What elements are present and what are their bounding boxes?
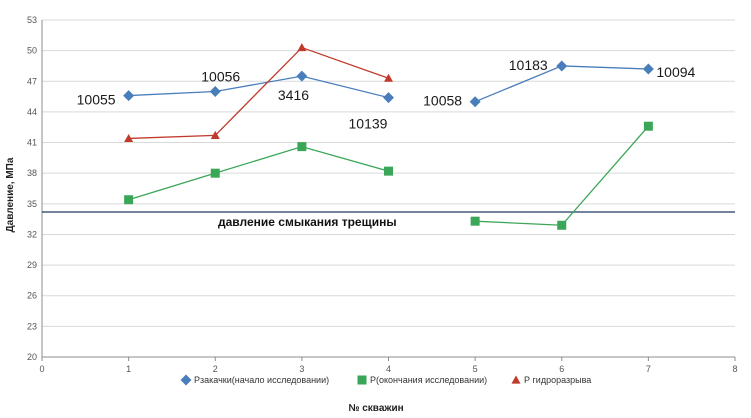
- y-tick-label: 38: [27, 168, 37, 178]
- x-tick-label: 2: [213, 364, 218, 374]
- data-point: [210, 168, 220, 178]
- data-point: [383, 92, 394, 104]
- y-tick-label: 26: [27, 291, 37, 301]
- y-tick-label: 35: [27, 199, 37, 209]
- series-line: [128, 75, 389, 99]
- x-axis-title: № скважин: [348, 403, 403, 414]
- y-tick-label: 41: [27, 138, 37, 148]
- legend: Рзакачки(начало исследовании) Р(окончания…: [180, 374, 591, 386]
- series-1: [124, 121, 653, 230]
- point-labels: 10055 10056 3416 10139 10058 10183 10094: [77, 57, 696, 132]
- y-tick-label: 32: [27, 229, 37, 239]
- data-point: [210, 130, 220, 139]
- legend-entry: Р гидроразрыва: [524, 375, 591, 385]
- series-group: [123, 43, 654, 230]
- data-point: [556, 60, 568, 72]
- data-point: [297, 43, 307, 52]
- y-tick-label: 44: [27, 107, 37, 117]
- point-label: 3416: [278, 87, 309, 103]
- x-tick-label: 3: [299, 364, 304, 374]
- data-point: [557, 220, 567, 230]
- legend-marker: [180, 374, 192, 386]
- point-label: 10058: [423, 93, 462, 109]
- y-tick-label: 29: [27, 260, 37, 270]
- data-point: [124, 133, 134, 143]
- data-point: [384, 73, 393, 82]
- y-tick-label: 20: [27, 352, 37, 362]
- y-axis-title: Давление, МПа: [5, 157, 16, 232]
- x-tick-label: 8: [732, 364, 737, 374]
- x-tick-label: 6: [559, 364, 564, 374]
- data-point: [123, 90, 135, 102]
- point-label: 10183: [509, 57, 548, 73]
- legend-entry: Р(окончания исследовании): [370, 375, 487, 385]
- fracture-closure-pressure-line: давление смыкания трещины: [42, 211, 735, 229]
- data-point: [296, 70, 308, 82]
- data-point: [124, 195, 134, 205]
- reference-line-label: давление смыкания трещины: [218, 215, 397, 229]
- data-point: [643, 121, 653, 131]
- point-label: 10056: [201, 68, 240, 84]
- y-tick-label: 23: [27, 321, 37, 331]
- point-label: 10055: [77, 92, 116, 108]
- series-line: [475, 125, 649, 226]
- data-point: [297, 142, 307, 152]
- legend-entry: Рзакачки(начало исследовании): [194, 375, 329, 385]
- x-tick-label: 7: [646, 364, 651, 374]
- x-tick-label: 4: [386, 364, 391, 374]
- y-tick-label: 53: [27, 15, 37, 25]
- series-2: [124, 43, 393, 143]
- data-point: [642, 63, 654, 75]
- data-point: [384, 166, 393, 176]
- x-tick-label: 5: [473, 364, 478, 374]
- point-label: 10139: [349, 116, 388, 132]
- data-point: [209, 85, 221, 97]
- legend-marker: [511, 375, 521, 384]
- gridlines: [42, 19, 735, 358]
- x-tick-label: 1: [126, 364, 131, 374]
- series-0: [123, 60, 654, 108]
- legend-marker: [357, 375, 367, 385]
- y-tick-label: 50: [27, 46, 37, 56]
- series-line: [128, 46, 389, 140]
- x-tick-label: 0: [39, 364, 44, 374]
- point-label: 10094: [656, 64, 695, 80]
- data-point: [470, 216, 480, 226]
- data-point: [469, 96, 481, 108]
- series-line: [128, 145, 389, 201]
- y-tick-label: 47: [27, 76, 37, 86]
